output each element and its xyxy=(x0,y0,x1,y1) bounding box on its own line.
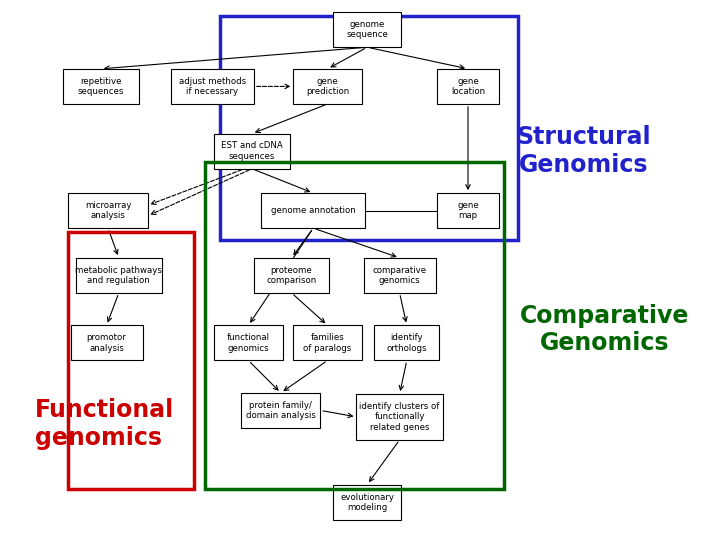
Bar xyxy=(333,485,402,519)
Bar xyxy=(68,232,194,489)
Bar xyxy=(364,258,436,293)
Bar xyxy=(438,69,498,104)
Text: functional
genomics: functional genomics xyxy=(227,333,270,353)
Bar xyxy=(171,69,254,104)
Text: promotor
analysis: promotor analysis xyxy=(86,333,127,353)
Text: metabolic pathways
and regulation: metabolic pathways and regulation xyxy=(76,266,162,285)
Text: identify
orthologs: identify orthologs xyxy=(387,333,427,353)
Text: comparative
genomics: comparative genomics xyxy=(372,266,427,285)
Bar xyxy=(220,16,518,240)
Text: adjust methods
if necessary: adjust methods if necessary xyxy=(179,77,246,96)
Text: microarray
analysis: microarray analysis xyxy=(85,201,131,220)
Text: Structural
Genomics: Structural Genomics xyxy=(516,125,650,177)
Bar xyxy=(333,12,402,47)
Bar xyxy=(63,69,139,104)
Text: genome
sequence: genome sequence xyxy=(346,20,388,39)
Bar xyxy=(215,134,289,168)
Text: repetitive
sequences: repetitive sequences xyxy=(78,77,124,96)
Bar xyxy=(254,258,329,293)
Text: families
of paralogs: families of paralogs xyxy=(303,333,352,353)
Text: proteome
comparison: proteome comparison xyxy=(266,266,317,285)
Bar xyxy=(294,69,362,104)
Bar xyxy=(261,193,365,228)
Bar xyxy=(68,193,148,228)
Bar xyxy=(294,325,362,361)
Text: Functional
genomics: Functional genomics xyxy=(35,398,174,450)
Text: Comparative
Genomics: Comparative Genomics xyxy=(520,303,690,355)
Text: identify clusters of
functionally
related genes: identify clusters of functionally relate… xyxy=(359,402,440,432)
Text: gene
prediction: gene prediction xyxy=(306,77,349,96)
Text: gene
map: gene map xyxy=(457,201,479,220)
Bar xyxy=(205,162,504,489)
Bar xyxy=(438,193,498,228)
Text: evolutionary
modeling: evolutionary modeling xyxy=(340,492,395,512)
Bar xyxy=(76,258,162,293)
Bar xyxy=(374,325,439,361)
Bar xyxy=(241,393,320,428)
Bar xyxy=(71,325,143,361)
Text: EST and cDNA
sequences: EST and cDNA sequences xyxy=(221,141,283,161)
Bar xyxy=(356,394,443,440)
Text: protein family/
domain analysis: protein family/ domain analysis xyxy=(246,401,316,420)
Text: genome annotation: genome annotation xyxy=(271,206,356,215)
Bar xyxy=(215,325,282,361)
Text: gene
location: gene location xyxy=(451,77,485,96)
